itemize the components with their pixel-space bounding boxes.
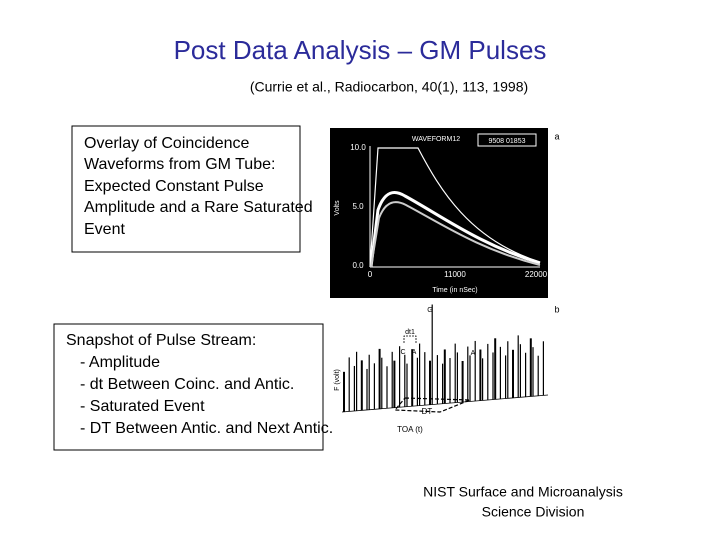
- pulse-band: [369, 191, 541, 268]
- marker-label: A: [412, 349, 417, 356]
- figure-id: 9508 01853: [489, 138, 526, 145]
- tick-label: 0: [368, 270, 373, 279]
- marker-label: C: [400, 349, 405, 356]
- box-line: Event: [84, 221, 125, 238]
- tick-label: 11000: [444, 270, 466, 279]
- saturated-waveform: [369, 147, 541, 268]
- pulse-stream-figure: G dt1 C A A DT F (volt) TOA (t): [334, 304, 549, 434]
- figure-label: b: [554, 304, 559, 314]
- box-line: Snapshot of Pulse Stream:: [66, 332, 256, 349]
- baseline: [341, 394, 549, 413]
- text-box: [53, 323, 324, 451]
- dt-box: [393, 397, 471, 413]
- figure-label: a: [554, 131, 559, 141]
- box-line: Overlay of Coincidence: [84, 135, 250, 152]
- axis-label: TOA (t): [397, 425, 423, 434]
- tick-label: 22000: [525, 270, 548, 279]
- pulse-band: [370, 201, 541, 268]
- figure-background: [330, 128, 548, 298]
- axis-label: F (volt): [334, 369, 341, 391]
- text-box: [71, 125, 301, 253]
- axis-label: Volts: [334, 200, 341, 216]
- figure-header: WAVEFORM12: [412, 136, 460, 143]
- citation: (Currie et al., Radiocarbon, 40(1), 113,…: [250, 79, 528, 95]
- title: Post Data Analysis – GM Pulses: [174, 35, 547, 65]
- tick-label: 0.0: [352, 261, 364, 270]
- axis-label: Time (in nSec): [432, 287, 477, 294]
- id-box: [477, 133, 537, 147]
- marker-label: G: [427, 307, 432, 314]
- box-line: Amplitude and a Rare Saturated: [84, 199, 313, 216]
- footer-line: NIST Surface and Microanalysis: [423, 484, 623, 500]
- footer-line: Science Division: [482, 504, 585, 520]
- box-line: Expected Constant Pulse: [84, 178, 264, 195]
- waveform-figure: WAVEFORM12 9508 01853 10.0 5.0 0.0 Volts…: [330, 128, 548, 298]
- box-line: Waveforms from GM Tube:: [84, 156, 275, 173]
- box-line: - Amplitude: [80, 354, 160, 371]
- tick-label: 5.0: [352, 202, 364, 211]
- box-line: - Saturated Event: [80, 398, 205, 415]
- tick-label: 10.0: [350, 143, 366, 152]
- box-line: - DT Between Antic. and Next Antic.: [80, 420, 333, 437]
- marker-label: A: [471, 350, 476, 357]
- box-line: - dt Between Coinc. and Antic.: [80, 376, 294, 393]
- dt-bracket: [403, 335, 417, 343]
- marker-label: dt1: [405, 329, 415, 336]
